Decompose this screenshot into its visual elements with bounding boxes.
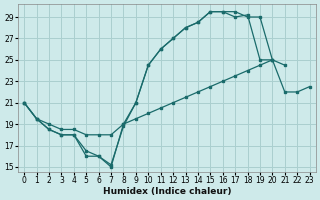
- X-axis label: Humidex (Indice chaleur): Humidex (Indice chaleur): [103, 187, 231, 196]
